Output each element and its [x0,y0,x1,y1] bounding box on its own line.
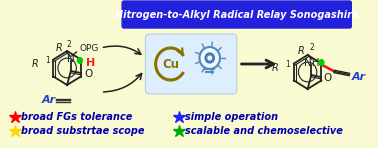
FancyBboxPatch shape [146,34,237,94]
FancyBboxPatch shape [122,1,352,28]
Text: R: R [31,59,38,69]
Circle shape [205,53,214,63]
Text: scalable and chemoselective: scalable and chemoselective [186,126,343,136]
Circle shape [77,57,83,64]
Circle shape [208,56,212,61]
Text: O: O [324,73,332,83]
Text: R: R [272,63,279,73]
Text: O: O [84,69,92,79]
Circle shape [200,47,220,69]
Text: 2: 2 [310,42,314,52]
Text: Ar: Ar [42,95,56,105]
Text: H: H [87,58,96,67]
Text: Cu: Cu [162,58,179,70]
Text: simple operation: simple operation [186,112,279,122]
Text: R: R [298,46,305,56]
Text: Nitrogen-to-Alkyl Radical Relay Sonogashira: Nitrogen-to-Alkyl Radical Relay Sonogash… [115,10,358,20]
Text: 2: 2 [66,40,71,49]
Circle shape [318,59,325,66]
Text: 1: 1 [285,59,290,69]
Text: N: N [67,54,75,64]
Text: 1: 1 [45,56,50,65]
Text: OPG: OPG [79,44,99,53]
Text: NH: NH [304,58,319,68]
Text: Ar: Ar [352,71,366,82]
Text: broad substrtae scope: broad substrtae scope [22,126,145,136]
Text: R: R [56,43,62,53]
Text: broad FGs tolerance: broad FGs tolerance [22,112,133,122]
